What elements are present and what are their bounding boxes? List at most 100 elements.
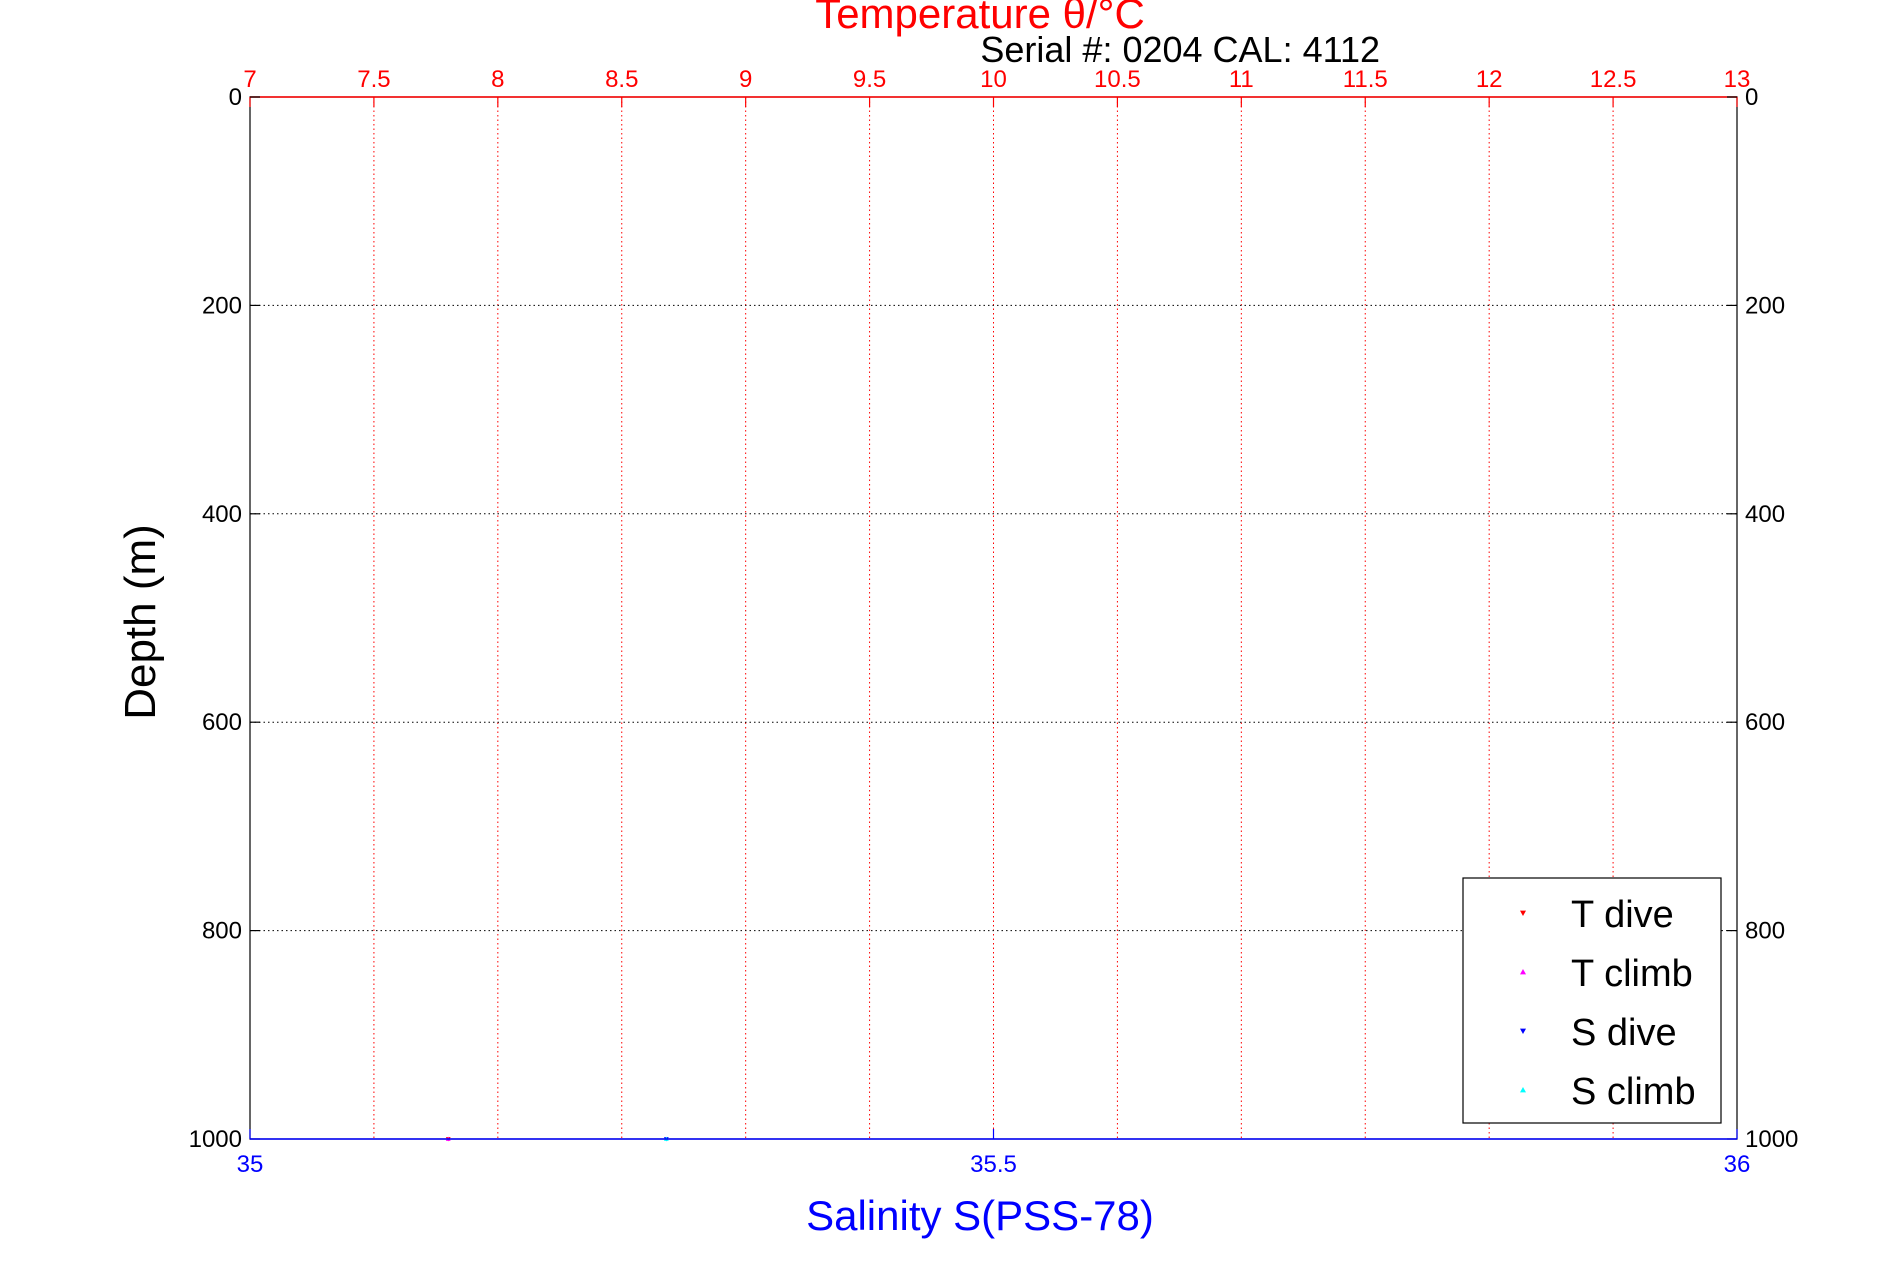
depth-tick-label-right: 1000 — [1745, 1126, 1798, 1153]
data-point — [694, 990, 697, 994]
legend-label: T dive — [1571, 894, 1674, 936]
temperature-tick-label: 7 — [243, 66, 256, 93]
depth-tick-label-left: 600 — [202, 709, 242, 736]
temperature-tick-label: 9 — [739, 66, 752, 93]
data-point — [507, 1073, 510, 1076]
data-point — [1548, 136, 1551, 140]
temperature-tick-label: 13 — [1724, 66, 1751, 93]
data-point — [1020, 115, 1023, 118]
data-point — [1003, 824, 1006, 827]
data-point — [1176, 761, 1179, 765]
data-point — [872, 1099, 875, 1103]
data-point — [545, 1027, 548, 1030]
data-point — [485, 886, 488, 889]
data-point — [1109, 198, 1112, 202]
legend: T dive T climb S dive S climb — [1462, 877, 1722, 1124]
data-point — [1500, 407, 1503, 411]
data-point — [738, 803, 741, 806]
legend-marker — [1520, 1087, 1526, 1093]
data-point — [451, 1121, 454, 1124]
data-point — [1375, 553, 1378, 556]
temperature-tick-label: 7.5 — [357, 66, 390, 93]
series-s-dive — [663, 1137, 669, 1142]
data-point — [976, 662, 980, 665]
data-point — [1066, 470, 1069, 473]
legend-label: S dive — [1571, 1012, 1677, 1054]
data-point — [798, 782, 801, 785]
legend-marker — [1520, 969, 1526, 975]
salinity-tick-label: 36 — [1724, 1151, 1751, 1178]
data-point — [962, 646, 965, 650]
data-point — [1553, 198, 1557, 201]
data-point — [693, 907, 696, 910]
data-point — [1064, 427, 1067, 431]
data-point — [1449, 490, 1452, 493]
data-point — [1214, 741, 1217, 744]
depth-tick-label-right: 600 — [1745, 709, 1785, 736]
data-point — [1021, 543, 1024, 546]
data-point — [604, 844, 607, 847]
data-point — [1065, 616, 1068, 619]
data-point — [620, 949, 623, 952]
legend-label: S climb — [1571, 1071, 1696, 1113]
data-point — [483, 1038, 486, 1041]
data-point — [496, 1111, 499, 1114]
data-point — [664, 1027, 667, 1030]
legend-label: T climb — [1571, 953, 1693, 995]
data-point — [1021, 626, 1024, 629]
data-point — [1523, 396, 1526, 400]
data-point — [1350, 574, 1353, 577]
data-point — [1125, 345, 1128, 348]
data-point — [440, 1047, 443, 1051]
data-point — [737, 1120, 740, 1124]
chart-subtitle: Serial #: 0204 CAL: 4112 — [980, 29, 1380, 70]
data-point — [941, 834, 944, 837]
data-point — [1554, 302, 1557, 305]
legend-box — [1462, 877, 1722, 1124]
data-point — [644, 918, 647, 921]
data-point — [396, 907, 400, 910]
series-t-dive — [445, 1137, 451, 1142]
data-point — [1114, 782, 1117, 785]
data-point — [793, 876, 796, 879]
temperature-tick-label: 11.5 — [1343, 66, 1388, 93]
data-point — [866, 855, 869, 859]
data-point — [352, 918, 355, 921]
data-point — [546, 949, 549, 952]
salinity-tick-label: 35 — [237, 1151, 264, 1178]
temperature-tick-label: 11 — [1229, 66, 1254, 93]
data-point — [1517, 110, 1520, 114]
data-point — [1552, 344, 1555, 347]
data-point — [946, 740, 949, 743]
depth-tick-label-right: 800 — [1745, 918, 1785, 945]
x-bottom-axis-label: Salinity S(PSS-78) — [806, 1192, 1154, 1239]
depth-tick-label-right: 200 — [1745, 292, 1785, 319]
depth-tick-label-left: 200 — [202, 292, 242, 319]
depth-tick-label-left: 1000 — [189, 1126, 242, 1153]
data-point — [532, 1090, 535, 1093]
data-point — [607, 981, 610, 984]
data-point — [664, 824, 667, 827]
data-point — [550, 1100, 553, 1103]
data-point — [1005, 574, 1009, 577]
data-point — [573, 1037, 577, 1040]
data-point — [590, 1011, 593, 1014]
data-point — [1258, 677, 1261, 681]
data-point — [1065, 131, 1068, 134]
data-point — [1475, 470, 1478, 473]
data-point — [618, 970, 622, 973]
temperature-tick-label: 10.5 — [1094, 66, 1141, 93]
data-point — [1555, 251, 1558, 254]
data-point — [946, 678, 949, 681]
depth-tick-label-right: 400 — [1745, 501, 1785, 528]
data-point — [1065, 803, 1068, 806]
depth-tick-label-left: 400 — [202, 501, 242, 528]
depth-tick-label-left: 800 — [202, 918, 242, 945]
depth-tick-label-left: 0 — [229, 84, 242, 111]
data-point — [1049, 490, 1052, 493]
data-point — [1109, 376, 1112, 379]
data-point — [544, 865, 547, 868]
